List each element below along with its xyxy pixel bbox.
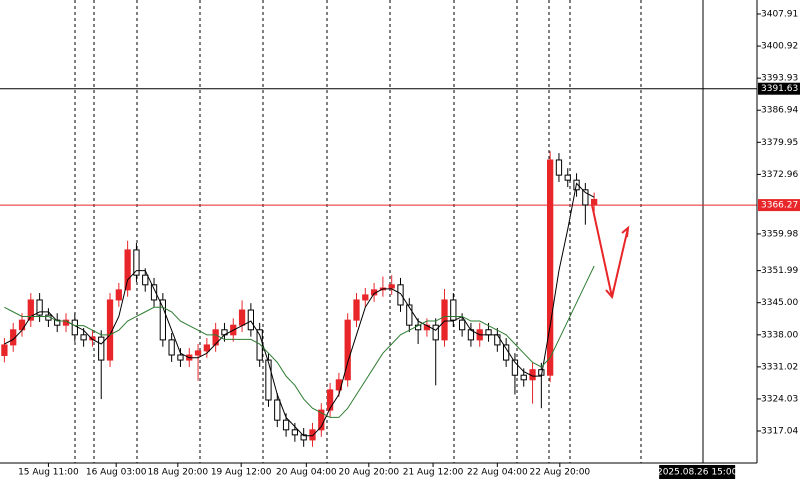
y-tick-label: 3338.00 [761,330,798,340]
candle-body [71,319,78,336]
x-tick-label: 19 Aug 12:00 [211,468,272,478]
x-tick-label: 20 Aug 20:00 [338,468,399,478]
candle-body [133,249,140,276]
candle-body [150,284,158,301]
price-label-box [758,199,800,212]
candle-body [564,174,571,181]
cursor-time-box [659,465,736,479]
candle-body [159,299,166,341]
x-tick-label: 22 Aug 04:00 [467,468,528,478]
candle-body [256,329,263,361]
candle-body [274,399,281,421]
candle-body [194,350,202,356]
y-tick-label: 3386.94 [761,106,798,116]
candle-body [362,294,369,301]
candle-body [555,159,563,176]
candle-body [485,329,492,336]
x-tick-label: 16 Aug 03:00 [86,468,147,478]
x-tick-label: 15 Aug 11:00 [18,468,79,478]
y-tick-label: 3317.04 [761,427,798,437]
candle-body [36,299,43,316]
candle-body [238,309,246,326]
y-tick-label: 3345.00 [761,298,798,308]
candle-body [458,319,466,331]
candle-body [18,319,26,331]
candle-body [450,299,457,321]
candle-body [441,299,448,341]
candle-body [547,159,554,376]
y-tick-label: 3359.98 [761,229,798,239]
candle-body [520,374,527,381]
candle-body [511,359,519,376]
candle-body [247,309,255,331]
arrow-head [621,225,630,238]
x-tick-label: 21 Aug 12:00 [403,468,464,478]
candle-body [502,344,510,361]
candle-body [212,329,219,346]
x-tick-label: 22 Aug 20:00 [529,468,590,478]
candle-body [80,334,87,341]
candle-body [27,299,34,321]
candle-body [291,429,299,436]
y-tick-label: 3393.93 [761,74,798,84]
candle-body [309,429,316,441]
candle-body [326,389,334,411]
candle-body [203,344,210,352]
y-tick-label: 3400.92 [761,42,798,52]
y-tick-label: 3324.03 [761,394,798,404]
candle-body [1,344,8,356]
candle-body [397,284,404,306]
cursor-time-label: 2025.08.26 15:00 [657,468,738,478]
price-label-box [758,82,800,95]
candle-body [432,324,439,341]
candle-body [388,284,395,289]
candle-body [54,319,61,326]
moving-average [4,182,595,437]
candle-body [344,319,351,381]
candle-body [142,274,149,286]
candle-body [494,334,501,346]
candle-body [124,249,131,291]
x-tick-label: 20 Aug 04:00 [276,468,337,478]
candle-body [300,434,307,441]
moving-average [4,265,595,418]
candle-body [591,198,598,206]
candle-body [406,304,413,326]
candle-body [582,189,589,206]
candle-body [98,336,105,361]
candle-body [265,359,272,401]
candle-body [168,339,175,356]
y-tick-label: 3379.95 [761,138,798,148]
y-tick-label: 3372.96 [761,170,798,180]
arrow-head [605,287,615,300]
candle-body [177,354,184,361]
price-label: 3391.63 [761,84,798,94]
y-tick-label: 3331.02 [761,362,798,372]
price-label: 3366.27 [761,201,798,211]
plot-area [0,0,757,463]
candle-body [282,419,290,431]
y-tick-label: 3351.99 [761,266,798,276]
x-tick-label: 18 Aug 20:00 [147,468,208,478]
y-tick-label: 3407.91 [761,9,798,19]
candle-body [353,299,360,321]
candle-body [115,289,122,301]
